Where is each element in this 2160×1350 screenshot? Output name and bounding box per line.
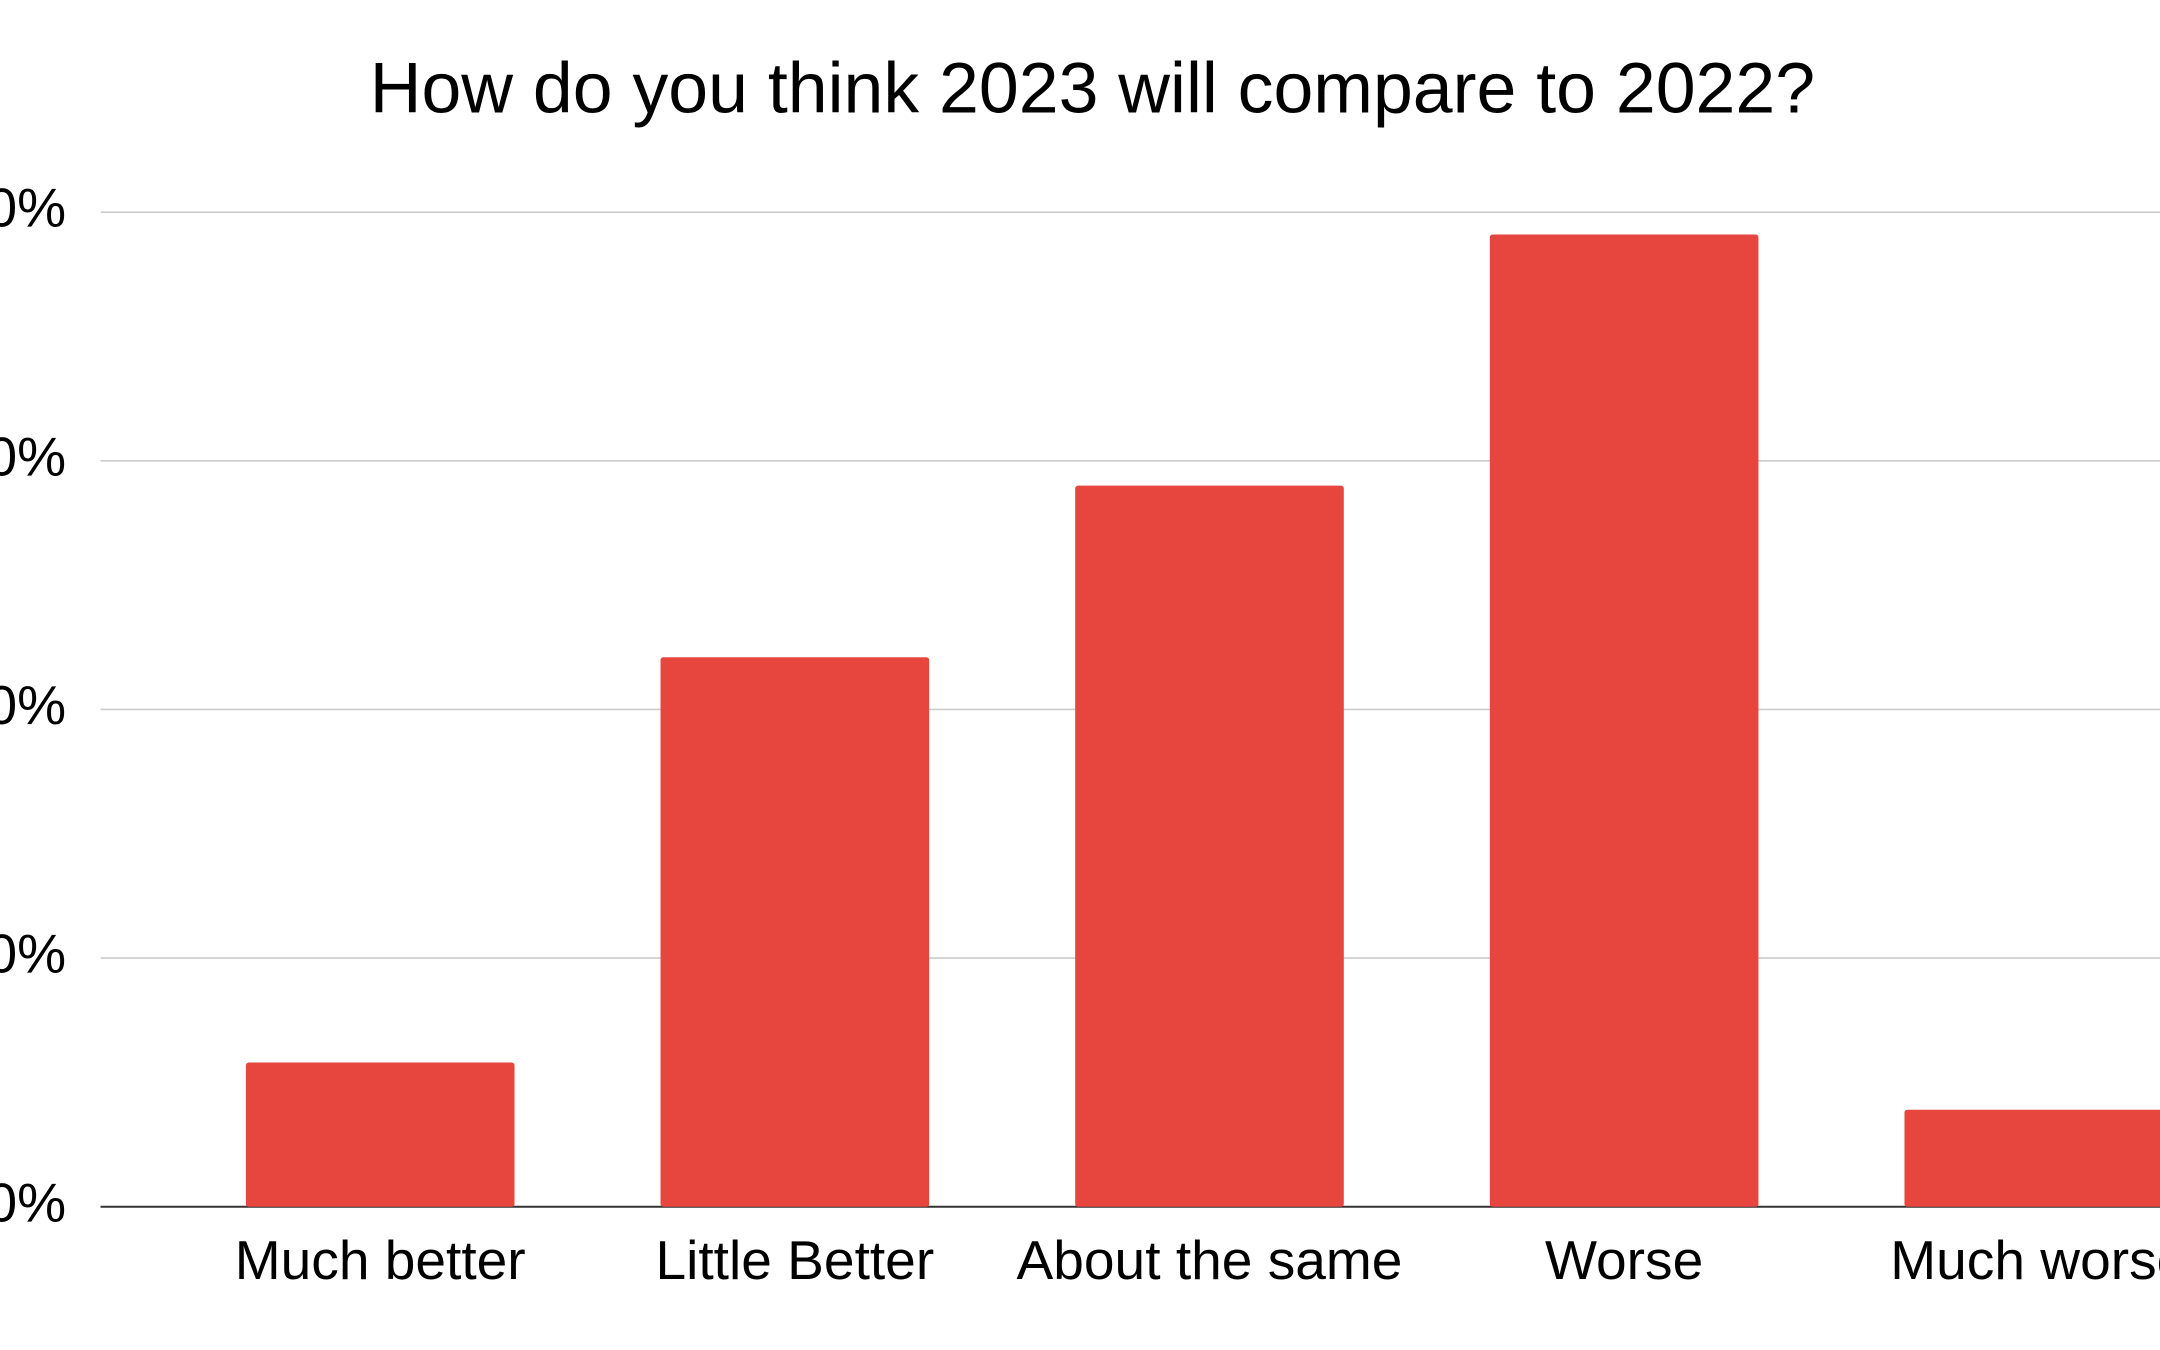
y-tick-label: 30% bbox=[0, 425, 66, 487]
chart-title: How do you think 2023 will compare to 20… bbox=[370, 49, 1815, 129]
bar bbox=[1075, 485, 1344, 1207]
x-tick-label: About the same bbox=[1017, 1229, 1403, 1291]
y-tick-label: 40% bbox=[0, 177, 66, 239]
x-tick-label: Much better bbox=[235, 1229, 526, 1291]
x-tick-label: Much worse bbox=[1890, 1229, 2160, 1291]
x-tick-label: Little Better bbox=[656, 1229, 935, 1291]
bar bbox=[245, 1062, 515, 1207]
y-tick-label: 20% bbox=[0, 674, 66, 736]
bar bbox=[1904, 1109, 2160, 1207]
bar bbox=[1489, 234, 1759, 1207]
y-tick-label: 10% bbox=[0, 923, 66, 985]
x-tick-label: Worse bbox=[1545, 1229, 1703, 1291]
y-tick-label: 0% bbox=[0, 1171, 66, 1233]
bar bbox=[660, 657, 930, 1207]
